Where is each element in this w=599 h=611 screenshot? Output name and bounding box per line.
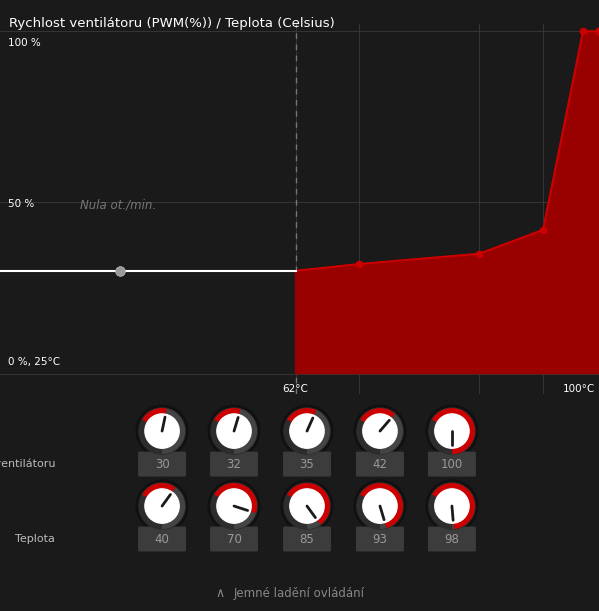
Text: P4: P4 <box>373 404 387 417</box>
Circle shape <box>217 414 251 448</box>
Text: 35: 35 <box>300 458 314 470</box>
Text: 30: 30 <box>155 458 170 470</box>
Circle shape <box>284 408 330 454</box>
Text: Rychlost ventilátoru (PWM(%)) / Teplota (Celsius): Rychlost ventilátoru (PWM(%)) / Teplota … <box>9 17 335 30</box>
Circle shape <box>363 489 397 523</box>
Circle shape <box>290 489 324 523</box>
Text: P5: P5 <box>444 404 459 417</box>
Circle shape <box>354 480 406 532</box>
Circle shape <box>208 480 260 532</box>
FancyBboxPatch shape <box>356 452 404 477</box>
Text: 42: 42 <box>373 458 388 470</box>
Circle shape <box>357 483 403 529</box>
Circle shape <box>435 414 469 448</box>
FancyBboxPatch shape <box>283 452 331 477</box>
Circle shape <box>139 408 185 454</box>
Text: P3: P3 <box>300 404 314 417</box>
Circle shape <box>136 480 188 532</box>
FancyBboxPatch shape <box>283 527 331 552</box>
Circle shape <box>435 489 469 523</box>
Circle shape <box>290 414 324 448</box>
Circle shape <box>429 408 475 454</box>
Circle shape <box>429 483 475 529</box>
Text: Nula ot./min.: Nula ot./min. <box>80 199 156 212</box>
Text: 40: 40 <box>155 533 170 546</box>
FancyBboxPatch shape <box>138 452 186 477</box>
Text: 32: 32 <box>226 458 241 470</box>
Circle shape <box>357 408 403 454</box>
Circle shape <box>145 489 179 523</box>
Text: 62°C: 62°C <box>283 384 308 394</box>
FancyBboxPatch shape <box>428 452 476 477</box>
Text: Jemné ladění ovládání: Jemné ladění ovládání <box>234 587 365 599</box>
Text: 85: 85 <box>300 533 314 546</box>
Circle shape <box>208 405 260 457</box>
Circle shape <box>426 405 478 457</box>
Circle shape <box>136 405 188 457</box>
Text: Rychlost ventilátoru: Rychlost ventilátoru <box>0 459 55 469</box>
FancyBboxPatch shape <box>138 527 186 552</box>
Circle shape <box>354 405 406 457</box>
Text: 100: 100 <box>441 458 463 470</box>
Circle shape <box>211 483 257 529</box>
Text: 98: 98 <box>444 533 459 546</box>
Circle shape <box>284 483 330 529</box>
Text: 70: 70 <box>226 533 241 546</box>
FancyBboxPatch shape <box>210 452 258 477</box>
Circle shape <box>363 414 397 448</box>
Text: Teplota: Teplota <box>15 534 55 544</box>
Text: 100°C: 100°C <box>562 384 595 394</box>
Text: 100 %: 100 % <box>8 38 41 48</box>
FancyBboxPatch shape <box>356 527 404 552</box>
Circle shape <box>145 414 179 448</box>
Text: P1: P1 <box>155 404 170 417</box>
Circle shape <box>426 480 478 532</box>
Text: 50 %: 50 % <box>8 199 34 209</box>
Circle shape <box>211 408 257 454</box>
Circle shape <box>281 480 333 532</box>
Text: P2: P2 <box>227 404 241 417</box>
FancyBboxPatch shape <box>210 527 258 552</box>
Polygon shape <box>295 31 599 373</box>
Text: ∧: ∧ <box>216 587 225 599</box>
Text: 93: 93 <box>373 533 388 546</box>
Circle shape <box>217 489 251 523</box>
FancyBboxPatch shape <box>428 527 476 552</box>
Text: 0 %, 25°C: 0 %, 25°C <box>8 357 60 367</box>
Circle shape <box>281 405 333 457</box>
Circle shape <box>139 483 185 529</box>
